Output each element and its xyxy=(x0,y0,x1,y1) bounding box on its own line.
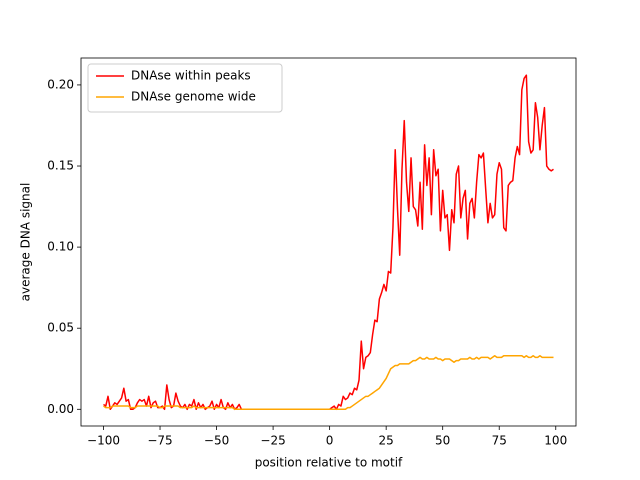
y-tick-label: 0.00 xyxy=(47,402,74,416)
x-tick-label: −100 xyxy=(87,434,120,448)
y-axis-label: average DNA signal xyxy=(19,183,33,302)
x-tick-label: −50 xyxy=(204,434,229,448)
x-tick-label: 75 xyxy=(492,434,507,448)
y-tick-label: 0.15 xyxy=(47,159,74,173)
x-tick-label: 50 xyxy=(435,434,450,448)
x-tick-label: −75 xyxy=(147,434,172,448)
series-line xyxy=(103,355,554,411)
x-tick-label: −25 xyxy=(260,434,285,448)
y-tick-label: 0.10 xyxy=(47,240,74,254)
x-tick-label: 25 xyxy=(379,434,394,448)
y-tick-label: 0.20 xyxy=(47,77,74,91)
y-tick-label: 0.05 xyxy=(47,321,74,335)
x-axis-label: position relative to motif xyxy=(255,456,403,470)
x-tick-label: 0 xyxy=(326,434,334,448)
legend-label: DNAse genome wide xyxy=(131,90,256,104)
legend-label: DNAse within peaks xyxy=(131,69,251,83)
x-tick-label: 100 xyxy=(544,434,567,448)
legend-box xyxy=(87,63,283,113)
axes-frame xyxy=(80,57,577,427)
